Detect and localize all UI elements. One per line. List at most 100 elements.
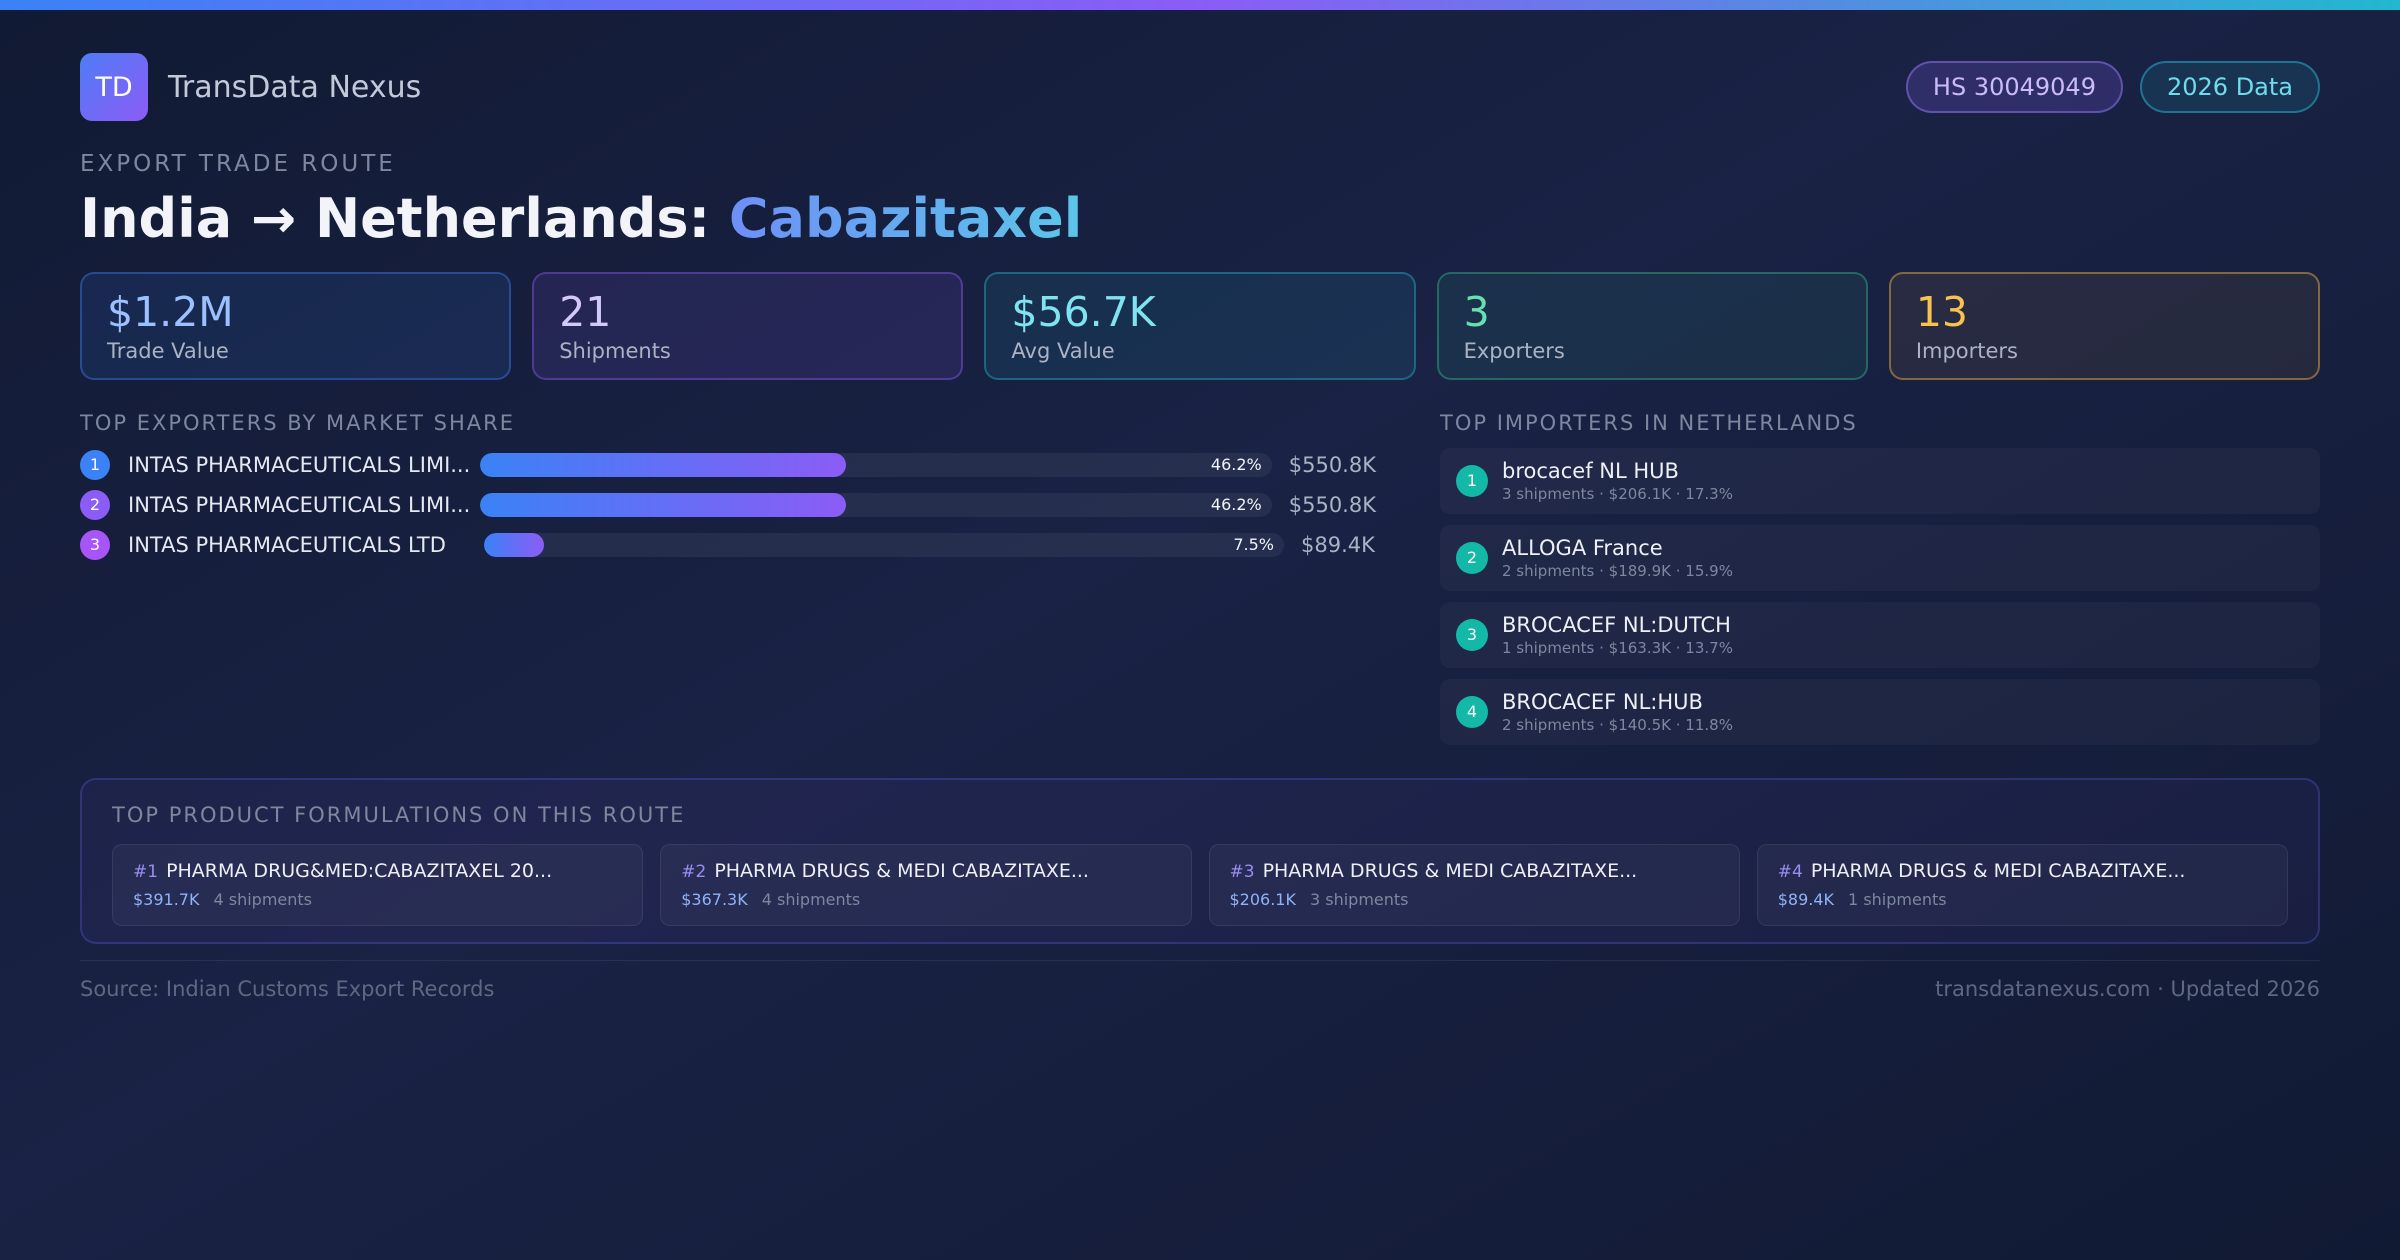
header-tags: HS 30049049 2026 Data: [1905, 61, 2320, 113]
stat-cards: $1.2M Trade Value 21 Shipments $56.7K Av…: [80, 271, 2321, 380]
formulation-name: PHARMA DRUG&MED:CABAZITAXEL 20...: [166, 859, 553, 882]
top-accent-bar: [0, 0, 2400, 10]
formulation-shipments: 3 shipments: [1309, 889, 1409, 909]
share-bar: 7.5%: [484, 532, 1284, 557]
formulation-name: PHARMA DRUGS & MEDI CABAZITAXE...: [1262, 859, 1638, 882]
page-eyebrow: EXPORT TRADE ROUTE: [80, 151, 396, 177]
exporter-row[interactable]: 2 INTAS PHARMACEUTICALS LIMI... 46.2% $5…: [80, 489, 1376, 520]
route-text: India → Netherlands:: [80, 187, 711, 250]
exporters-list: 1 INTAS PHARMACEUTICALS LIMI... 46.2% $5…: [80, 449, 1376, 560]
page: TD TransData Nexus HS 30049049 2026 Data…: [80, 53, 2321, 1001]
share-bar-fill: [480, 492, 846, 517]
source-note: Source: Indian Customs Export Records: [80, 976, 495, 1001]
formulations-panel: TOP PRODUCT FORMULATIONS ON THIS ROUTE #…: [80, 777, 2320, 944]
formulation-value: $367.3K: [681, 889, 748, 909]
brand[interactable]: TD TransData Nexus: [80, 53, 421, 121]
formulation-meta: $89.4K 1 shipments: [1778, 890, 2267, 910]
importer-row[interactable]: 3 BROCACEF NL:DUTCH 1 shipments · $163.3…: [1440, 602, 2320, 668]
formulation-value: $391.7K: [133, 889, 200, 909]
formulation-meta: $206.1K 3 shipments: [1230, 890, 1719, 910]
stat-card-avg-value: $56.7K Avg Value: [984, 271, 1416, 380]
importer-name: ALLOGA France: [1502, 535, 1663, 560]
exporter-value: $550.8K: [1288, 452, 1376, 477]
exporter-name: INTAS PHARMACEUTICALS LTD: [128, 532, 446, 557]
formulation-title: #3 PHARMA DRUGS & MEDI CABAZITAXE...: [1230, 859, 1719, 884]
share-percent: 46.2%: [1210, 494, 1262, 514]
exporter-rank-badge: 3: [80, 529, 110, 560]
stat-value: $56.7K: [1011, 287, 1156, 336]
stat-value: 21: [559, 287, 612, 336]
stat-card-importers: 13 Importers: [1888, 271, 2321, 380]
formulation-rank: #4: [1777, 861, 1803, 882]
formulation-card[interactable]: #3 PHARMA DRUGS & MEDI CABAZITAXE... $206…: [1208, 843, 1740, 926]
formulation-title: #4 PHARMA DRUGS & MEDI CABAZITAXE...: [1778, 859, 2267, 884]
formulation-cards: #1 PHARMA DRUG&MED:CABAZITAXEL 20... $391…: [112, 843, 2288, 926]
importer-row[interactable]: 2 ALLOGA France 2 shipments · $189.9K · …: [1440, 525, 2320, 591]
formulation-meta: $391.7K 4 shipments: [133, 890, 622, 910]
exporter-rank-badge: 2: [80, 489, 110, 520]
formulation-card[interactable]: #1 PHARMA DRUG&MED:CABAZITAXEL 20... $391…: [112, 843, 644, 926]
hs-code-badge: HS 30049049: [1905, 61, 2123, 113]
site-credit[interactable]: transdatanexus.com · Updated 2026: [1935, 976, 2320, 1001]
importer-rank-badge: 3: [1456, 618, 1488, 651]
brand-name: TransData Nexus: [168, 69, 422, 105]
importer-text: BROCACEF NL:HUB 2 shipments · $140.5K · …: [1502, 689, 1733, 735]
formulation-meta: $367.3K 4 shipments: [681, 890, 1170, 910]
middle-section: TOP EXPORTERS BY MARKET SHARE 1 INTAS PH…: [80, 410, 2320, 756]
formulation-rank: #3: [1229, 861, 1255, 882]
share-bar-fill: [480, 452, 846, 477]
importer-rank-badge: 4: [1456, 695, 1488, 728]
importer-name: BROCACEF NL:DUTCH: [1502, 612, 1731, 637]
data-year-badge: 2026 Data: [2139, 61, 2320, 113]
formulation-rank: #1: [133, 861, 159, 882]
exporters-panel: TOP EXPORTERS BY MARKET SHARE 1 INTAS PH…: [80, 410, 1376, 756]
header: TD TransData Nexus HS 30049049 2026 Data: [80, 53, 2320, 121]
formulation-title: #1 PHARMA DRUG&MED:CABAZITAXEL 20...: [133, 859, 622, 884]
formulation-name: PHARMA DRUGS & MEDI CABAZITAXE...: [1810, 859, 2186, 882]
stat-card-shipments: 21 Shipments: [532, 271, 964, 380]
importer-meta: 3 shipments · $206.1K · 17.3%: [1502, 484, 1733, 503]
share-bar: 46.2%: [480, 492, 1272, 517]
brand-logo: TD: [80, 53, 148, 121]
formulation-card[interactable]: #4 PHARMA DRUGS & MEDI CABAZITAXE... $89.…: [1756, 843, 2288, 926]
importers-heading: TOP IMPORTERS IN NETHERLANDS: [1440, 410, 1858, 435]
importer-text: brocacef NL HUB 3 shipments · $206.1K · …: [1502, 458, 1733, 504]
exporter-row[interactable]: 1 INTAS PHARMACEUTICALS LIMI... 46.2% $5…: [80, 449, 1376, 480]
stat-card-exporters: 3 Exporters: [1436, 271, 1868, 380]
product-name: Cabazitaxel: [728, 187, 1083, 250]
formulation-shipments: 4 shipments: [761, 889, 861, 909]
exporters-heading: TOP EXPORTERS BY MARKET SHARE: [80, 410, 516, 435]
formulation-card[interactable]: #2 PHARMA DRUGS & MEDI CABAZITAXE... $367…: [660, 843, 1192, 926]
share-bar-fill: [484, 532, 544, 557]
exporter-name: INTAS PHARMACEUTICALS LIMI...: [128, 452, 471, 477]
importer-rank-badge: 1: [1456, 464, 1488, 497]
exporter-rank-badge: 1: [80, 449, 110, 480]
importer-row[interactable]: 4 BROCACEF NL:HUB 2 shipments · $140.5K …: [1440, 679, 2320, 745]
stat-value: $1.2M: [107, 287, 234, 336]
stat-label: Shipments: [559, 338, 671, 363]
stat-label: Importers: [1915, 338, 2019, 363]
stat-value: 13: [1915, 287, 1968, 336]
stat-value: 3: [1463, 287, 1490, 336]
importers-panel: TOP IMPORTERS IN NETHERLANDS 1 brocacef …: [1440, 410, 2320, 756]
importer-meta: 2 shipments · $189.9K · 15.9%: [1502, 561, 1733, 580]
footer: Source: Indian Customs Export Records tr…: [80, 959, 2320, 1001]
stat-card-trade-value: $1.2M Trade Value: [80, 271, 512, 380]
importer-name: brocacef NL HUB: [1502, 458, 1679, 483]
stat-label: Avg Value: [1011, 338, 1115, 363]
importer-text: ALLOGA France 2 shipments · $189.9K · 15…: [1502, 535, 1733, 581]
formulation-value: $89.4K: [1777, 889, 1835, 909]
formulations-heading: TOP PRODUCT FORMULATIONS ON THIS ROUTE: [112, 802, 686, 827]
importer-rank-badge: 2: [1456, 541, 1488, 574]
share-bar: 46.2%: [480, 452, 1272, 477]
page-title: India → Netherlands: Cabazitaxel: [80, 187, 2320, 252]
importer-row[interactable]: 1 brocacef NL HUB 3 shipments · $206.1K …: [1440, 448, 2320, 514]
formulation-shipments: 4 shipments: [213, 889, 313, 909]
importer-name: BROCACEF NL:HUB: [1502, 689, 1703, 714]
importer-text: BROCACEF NL:DUTCH 1 shipments · $163.3K …: [1502, 612, 1733, 658]
formulation-value: $206.1K: [1229, 889, 1296, 909]
formulation-rank: #2: [681, 861, 707, 882]
importer-meta: 1 shipments · $163.3K · 13.7%: [1502, 638, 1733, 657]
exporter-row[interactable]: 3 INTAS PHARMACEUTICALS LTD 7.5% $89.4K: [80, 529, 1376, 560]
formulation-shipments: 1 shipments: [1848, 889, 1947, 909]
